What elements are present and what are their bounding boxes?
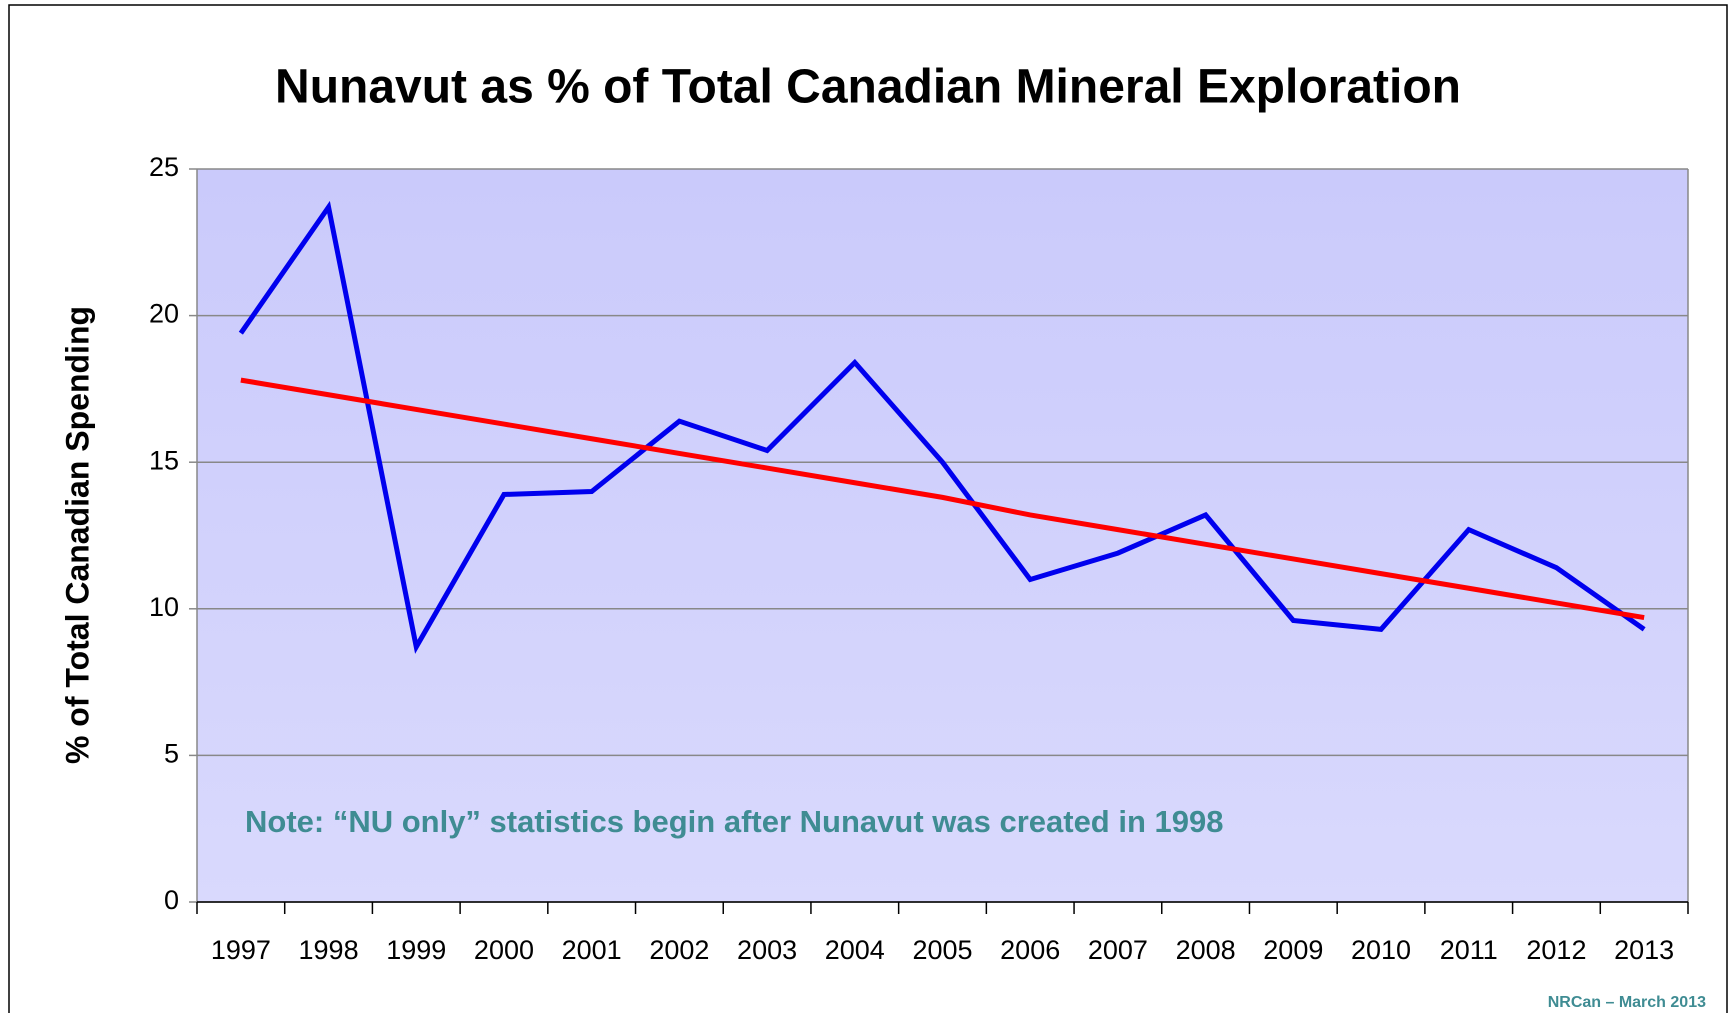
x-tick-label: 2012 <box>1526 935 1586 965</box>
frame <box>8 4 1728 1013</box>
x-tick-label: 2001 <box>562 935 622 965</box>
y-tick-label: 20 <box>149 299 179 329</box>
data-line <box>240 377 1645 621</box>
y-tick-label: 15 <box>149 445 179 475</box>
x-tick-label: 1997 <box>211 935 271 965</box>
x-tick-label: 2009 <box>1263 935 1323 965</box>
x-tick-label: 2004 <box>825 935 885 965</box>
note: Note: “NU only” statistics begin after N… <box>245 804 1223 839</box>
x-tick-label: 2010 <box>1351 935 1411 965</box>
x-tick-label: 2011 <box>1440 935 1498 965</box>
x-tick-label: 1999 <box>386 935 446 965</box>
plot-area <box>197 169 1688 902</box>
x-tick-label: 2000 <box>474 935 534 965</box>
x-tick-label: 2005 <box>912 935 972 965</box>
x-tick-label: 2003 <box>737 935 797 965</box>
chart-title: Nunavut as % of Total Canadian Mineral E… <box>275 61 1461 114</box>
y-axis-label: % of Total Canadian Spending <box>59 306 95 764</box>
x-tick-label: 2006 <box>1000 935 1060 965</box>
x-tick-label: 2013 <box>1614 935 1674 965</box>
data-line <box>238 200 1646 654</box>
y-tick-label: 10 <box>149 592 179 622</box>
x-tick-label: 2002 <box>649 935 709 965</box>
x-tick-label: 1998 <box>299 935 359 965</box>
x-tick-label: 2008 <box>1176 935 1236 965</box>
y-tick-label: 0 <box>164 885 179 915</box>
source-note: NRCan – March 2013 <box>1548 994 1706 1011</box>
y-tick-label: 25 <box>149 152 179 182</box>
y-tick-label: 5 <box>164 739 179 769</box>
x-tick-label: 2007 <box>1088 935 1148 965</box>
